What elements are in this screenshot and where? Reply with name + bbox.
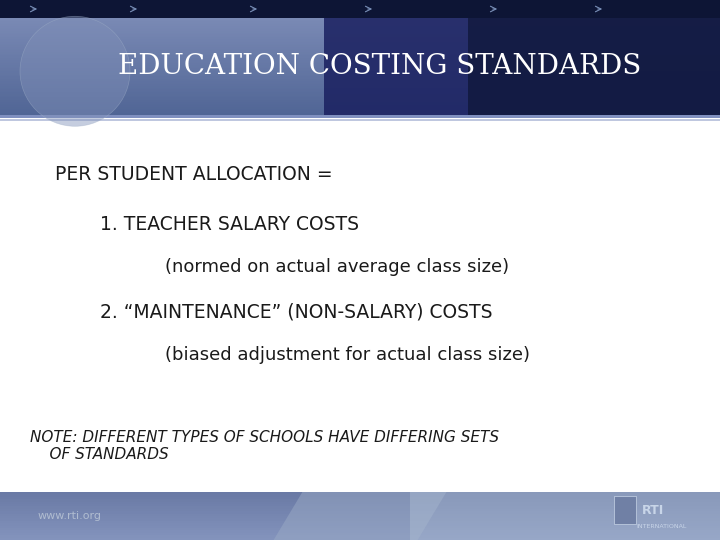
Bar [0,65,720,67]
Bar [0,37,720,39]
Circle shape [20,16,130,126]
Polygon shape [324,18,720,115]
Bar [0,71,720,73]
Bar [0,78,720,80]
Bar [0,36,720,38]
Text: (normed on actual average class size): (normed on actual average class size) [165,258,509,276]
Bar [0,530,720,534]
Bar [0,26,720,28]
Bar [0,68,720,70]
Text: 2. “MAINTENANCE” (NON-SALARY) COSTS: 2. “MAINTENANCE” (NON-SALARY) COSTS [100,303,492,322]
Bar [0,50,720,52]
Bar [0,42,720,44]
Bar [0,499,720,502]
Bar [0,34,720,36]
Bar [0,110,720,112]
Bar [0,119,720,120]
Bar [0,81,720,83]
Bar [0,107,720,109]
Bar [0,23,720,25]
Bar [0,525,720,529]
Bar [0,495,720,497]
Text: PER STUDENT ALLOCATION =: PER STUDENT ALLOCATION = [55,165,333,184]
Bar [0,113,720,116]
Bar [0,44,720,46]
Bar [0,31,720,33]
Bar [0,497,720,500]
Bar [0,18,720,20]
Bar [0,83,720,85]
Bar [0,76,720,78]
Bar [0,502,720,504]
Bar [0,86,720,88]
Bar [0,62,720,64]
Bar [0,100,720,103]
Bar [0,96,720,98]
Bar [0,102,720,104]
Bar [0,39,720,41]
Bar [0,73,720,75]
Polygon shape [410,492,720,540]
Text: RTI: RTI [642,504,665,517]
Text: INTERNATIONAL: INTERNATIONAL [636,524,686,529]
Bar [0,112,720,114]
Bar [0,63,720,65]
Polygon shape [274,492,446,540]
Bar [0,94,720,96]
Bar [0,49,720,51]
Bar [0,105,720,107]
Bar [0,70,720,72]
Bar [0,53,720,56]
Bar [0,0,720,18]
Bar [0,92,720,94]
Bar [0,40,720,43]
Bar [0,52,720,54]
Bar [0,535,720,538]
Bar [0,28,720,30]
Bar [0,57,720,59]
Bar [0,516,720,519]
Bar [0,47,720,49]
Text: 1. TEACHER SALARY COSTS: 1. TEACHER SALARY COSTS [100,215,359,234]
Bar [0,492,720,495]
Bar [0,29,720,31]
Bar [0,504,720,507]
Bar [0,84,720,86]
Bar [0,538,720,540]
Bar [0,19,720,22]
Text: www.rti.org: www.rti.org [38,511,102,521]
Bar [0,91,720,93]
Text: EDUCATION COSTING STANDARDS: EDUCATION COSTING STANDARDS [118,53,642,80]
Bar [0,518,720,521]
Bar [0,60,720,62]
Bar [0,509,720,512]
Bar [0,104,720,106]
Bar [0,79,720,82]
Bar [0,511,720,514]
Bar [0,115,720,118]
Bar [0,75,720,77]
Bar [0,97,720,99]
Bar [0,533,720,536]
Bar [0,87,720,90]
Bar [0,523,720,526]
Bar [0,89,720,91]
Bar [614,496,636,524]
Bar [0,66,720,69]
Bar [0,21,720,23]
Bar [0,507,720,509]
Bar [0,528,720,531]
Bar [0,109,720,111]
Polygon shape [468,18,720,115]
Bar [0,58,720,60]
Text: NOTE: DIFFERENT TYPES OF SCHOOLS HAVE DIFFERING SETS
    OF STANDARDS: NOTE: DIFFERENT TYPES OF SCHOOLS HAVE DI… [30,430,499,462]
Bar [0,32,720,35]
Bar [0,521,720,524]
Bar [0,55,720,57]
Bar [0,24,720,26]
Bar [0,99,720,101]
Text: (biased adjustment for actual class size): (biased adjustment for actual class size… [165,346,530,364]
Bar [0,514,720,516]
Bar [0,45,720,48]
